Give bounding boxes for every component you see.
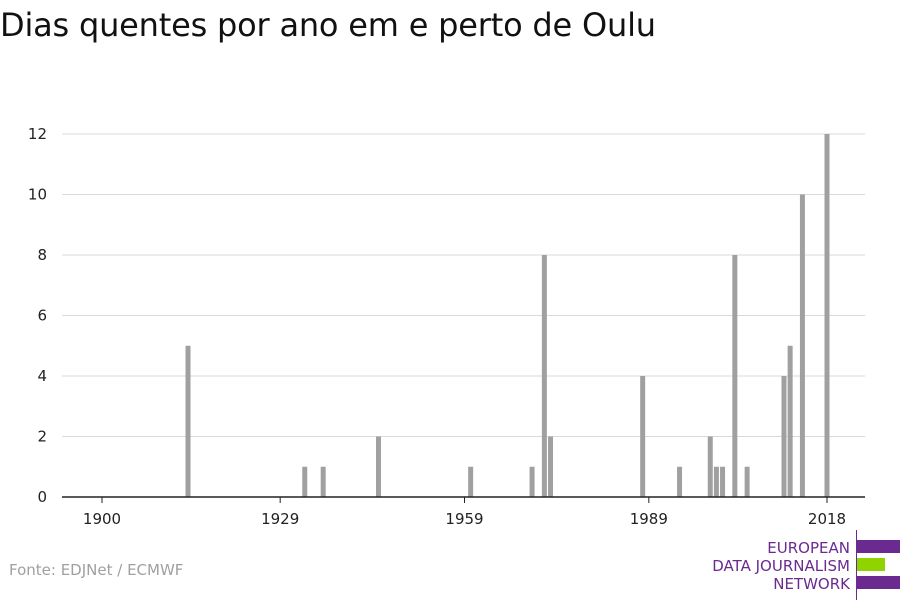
bar-2005 [744, 466, 750, 497]
y-tick-label-2: 2 [37, 428, 47, 446]
x-tick-label-2018: 2018 [808, 510, 846, 528]
x-tick-label-1929: 1929 [261, 510, 299, 528]
x-tick-label-1959: 1959 [445, 510, 483, 528]
bar-2014 [799, 194, 805, 497]
y-tick-label-0: 0 [37, 488, 47, 506]
bar-1914 [185, 345, 191, 497]
bar-2011 [781, 376, 787, 497]
source-note: Fonte: EDJNet / ECMWF [9, 561, 184, 579]
bar-1933 [302, 466, 308, 497]
bar-1945 [375, 436, 381, 497]
x-axis [62, 496, 865, 503]
logo-bar-purple-bottom [857, 576, 900, 589]
y-tick-label-6: 6 [37, 307, 47, 325]
y-tick-labels: 0 2 4 6 8 10 12 [28, 125, 47, 506]
bar-2018 [824, 134, 830, 497]
y-tick-label-8: 8 [37, 246, 47, 264]
bar-1988 [640, 376, 646, 497]
y-tick-label-10: 10 [28, 186, 47, 204]
bar-1972 [541, 255, 547, 497]
x-tick-label-1900: 1900 [83, 510, 121, 528]
bar-1960 [468, 466, 474, 497]
bar-2000 [713, 466, 719, 497]
bar-1970 [529, 466, 535, 497]
logo-divider [856, 530, 857, 600]
y-tick-label-12: 12 [28, 125, 47, 143]
logo-text-line-1: EUROPEAN [767, 539, 850, 557]
bars [185, 134, 830, 497]
chart-title: Dias quentes por ano em e perto de Oulu [0, 6, 656, 44]
logo-bar-green [857, 558, 885, 571]
bar-1999 [707, 436, 713, 497]
x-tick-labels: 1900 1929 1959 1989 2018 [83, 510, 846, 528]
x-tick-label-1989: 1989 [630, 510, 668, 528]
bar-1936 [320, 466, 326, 497]
bar-2003 [732, 255, 738, 497]
bar-2012 [787, 345, 793, 497]
grid-lines [62, 133, 865, 437]
logo-text-line-3: NETWORK [773, 575, 850, 593]
logo-text-line-2: DATA JOURNALISM [712, 557, 850, 575]
bar-2001 [720, 466, 726, 497]
logo-bar-purple-top [857, 540, 900, 553]
bar-1994 [677, 466, 683, 497]
edjnet-logo: EUROPEAN DATA JOURNALISM NETWORK [680, 530, 900, 600]
y-tick-label-4: 4 [37, 367, 47, 385]
bar-1973 [548, 436, 554, 497]
